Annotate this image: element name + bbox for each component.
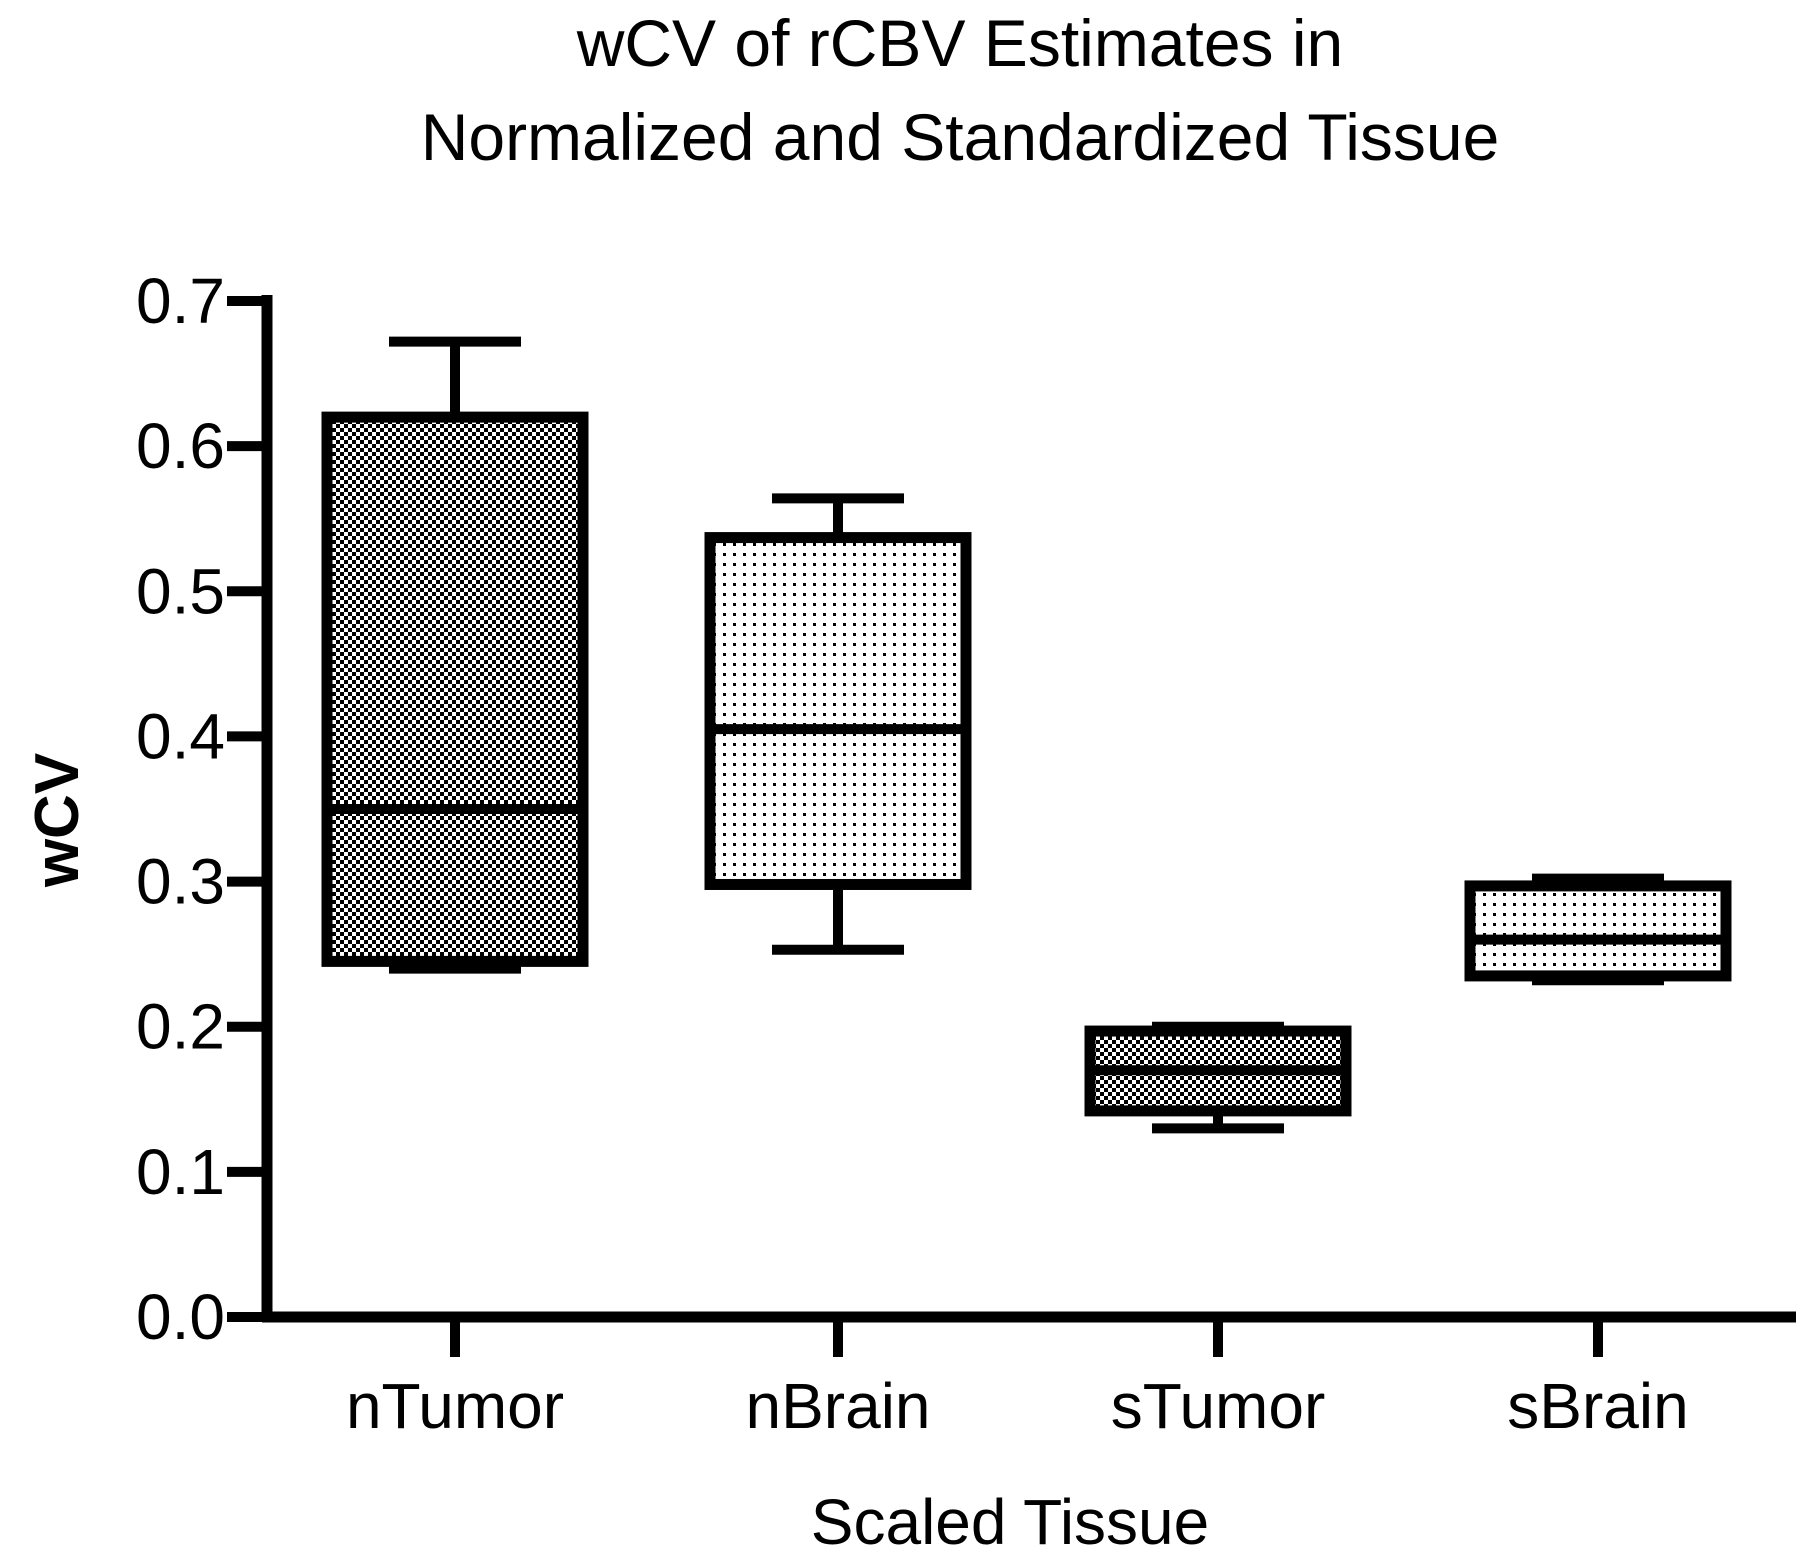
box-body: [1464, 880, 1732, 982]
y-tick-label: 0.4: [136, 700, 225, 772]
y-tick-label: 0.5: [136, 555, 225, 627]
x-tick-label: sBrain: [1507, 1370, 1688, 1442]
y-tick-label: 0.7: [136, 265, 225, 337]
box-nbrain: [704, 493, 972, 955]
box-body: [321, 411, 589, 967]
plot-area: 0.0 0.1 0.2 0.3 0.4 0.5 0.6 0.7 nTumor nBrain sTum…: [136, 265, 1796, 1442]
x-tick-label: nBrain: [746, 1370, 931, 1442]
chart-title-line-1: wCV of rCBV Estimates in: [576, 6, 1344, 80]
box-body: [704, 532, 972, 890]
y-tick-label: 0.3: [136, 846, 225, 918]
y-tick-label: 0.2: [136, 991, 225, 1063]
chart-title-line-2: Normalized and Standardized Tissue: [421, 100, 1500, 174]
box-ntumor: [321, 336, 589, 974]
box-stumor: [1084, 1021, 1352, 1134]
x-tick-label: nTumor: [346, 1370, 564, 1442]
box-sbrain: [1464, 873, 1732, 986]
x-tick-label: sTumor: [1111, 1370, 1326, 1442]
y-tick-label: 0.1: [136, 1136, 225, 1208]
y-tick-label: 0.0: [136, 1281, 225, 1353]
y-axis-label: wCV: [23, 753, 92, 888]
x-axis-label: Scaled Tissue: [811, 1486, 1209, 1556]
chart-title: wCV of rCBV Estimates in Normalized and …: [421, 6, 1500, 174]
y-tick-label: 0.6: [136, 410, 225, 482]
